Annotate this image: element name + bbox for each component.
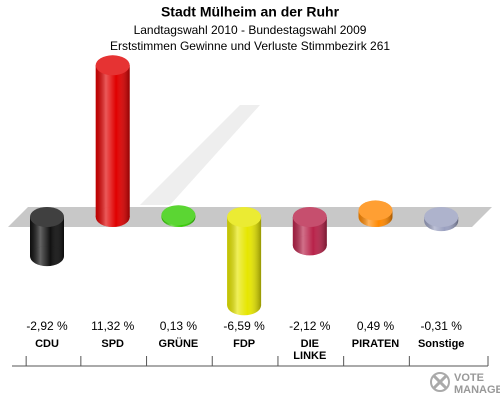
value-label: 0,49 % [357,319,395,333]
value-label: 0,13 % [160,319,198,333]
bar-top-light [95,55,130,76]
bar-top-light [30,207,64,227]
chart-subtitle: Erststimmen Gewinne und Verluste Stimmbe… [110,39,390,53]
bar-top-light [292,207,327,227]
logo: VOTE MANAGER [430,372,500,396]
x-tick-label: PIRATEN [351,338,400,350]
x-tick-label-box: PIRATEN [343,338,409,350]
bar-top [227,207,262,227]
shadow [140,105,260,205]
bar-top-light [358,200,393,221]
bar-top [358,200,393,221]
logo-text: MANAGER [454,384,500,396]
bar-top [292,207,327,227]
x-tick-label-box: Sonstige [408,338,474,350]
value-label: -2,92 % [26,319,68,333]
bars [30,55,459,316]
value-label: -0,31 % [421,319,463,333]
bar-top-light [227,207,262,227]
bar-end-shade [30,246,64,267]
bar-shade [95,65,130,217]
x-tick-label-box: DIE LINKE [277,338,343,362]
x-tick-label: SPD [101,338,124,350]
bar-end-shade [292,235,327,256]
chart-subtitle: Landtagswahl 2010 - Bundestagswahl 2009 [134,23,367,37]
bar-top [424,207,459,227]
value-label: -6,59 % [223,319,265,333]
value-label: -2,12 % [289,319,331,333]
logo-text: VOTE [454,372,484,384]
x-tick-label-box: SPD [80,338,146,350]
bar-top-light [424,207,459,227]
x-tick-label: Sonstige [417,338,465,350]
bar-top [30,207,64,227]
x-tick-label: FDP [233,338,256,350]
bar-end-shade [227,295,262,316]
x-tick-label-box: CDU [14,338,80,350]
bar-top [161,205,196,226]
x-tick-label: DIE LINKE [293,338,327,362]
bar-end-shade [95,207,130,227]
bar-top [95,55,130,76]
bar-top-light [161,205,196,226]
bar-shade [227,217,262,306]
chart-title: Stadt Mülheim an der Ruhr [161,4,340,20]
x-tick-label-box: GRÜNE [145,338,211,350]
x-tick-label: GRÜNE [158,338,199,350]
x-tick-label-box: FDP [211,338,277,350]
x-tick-label: CDU [35,338,59,350]
value-label: 11,32 % [91,319,134,333]
